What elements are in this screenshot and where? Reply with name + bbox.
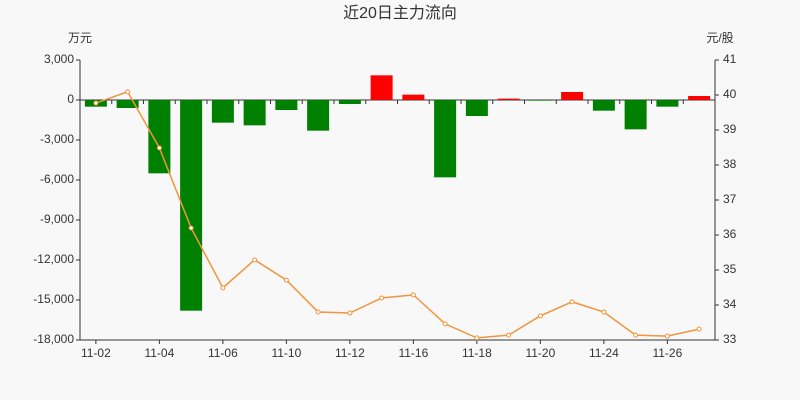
y-tick-label: -15,000 <box>33 292 74 306</box>
bar <box>465 100 488 116</box>
x-tick-label: 11-12 <box>335 346 365 360</box>
price-point <box>125 89 131 95</box>
bar <box>688 96 711 100</box>
bar <box>624 100 647 130</box>
bar <box>243 100 266 126</box>
price-line <box>95 90 700 339</box>
price-point <box>633 332 639 338</box>
bar <box>211 100 234 123</box>
y2-tick-label: 38 <box>723 157 737 171</box>
bar <box>497 98 520 100</box>
price-point <box>283 277 289 283</box>
price-point <box>664 333 670 339</box>
price-point <box>537 313 543 319</box>
x-tick-label: 11-18 <box>462 346 492 360</box>
x-tick-label: 11-24 <box>589 346 619 360</box>
y-tick-label: 3,000 <box>44 52 74 66</box>
price-point <box>506 332 512 338</box>
y2-tick-label: 41 <box>723 52 737 66</box>
bar <box>529 100 552 101</box>
x-tick-label: 11-20 <box>525 346 555 360</box>
price-point <box>696 326 702 332</box>
y2-tick-label: 35 <box>723 262 737 276</box>
x-tick-label: 11-04 <box>144 346 174 360</box>
y2-tick-label: 33 <box>723 332 737 346</box>
price-point <box>93 100 99 106</box>
y2-tick-label: 34 <box>723 297 737 311</box>
price-point <box>474 335 480 341</box>
bar <box>275 100 298 110</box>
y2-axis-label: 元/股 <box>706 31 733 45</box>
price-point <box>252 257 258 263</box>
price-point <box>220 285 226 291</box>
bar <box>148 100 171 174</box>
y2-tick-label: 40 <box>723 87 737 101</box>
x-tick-label: 11-26 <box>652 346 682 360</box>
price-point <box>569 299 575 305</box>
price-point <box>442 321 448 327</box>
bar <box>338 100 361 104</box>
x-tick-label: 11-16 <box>398 346 428 360</box>
price-point <box>315 309 321 315</box>
y-tick-label: -12,000 <box>33 252 74 266</box>
bar <box>307 100 330 131</box>
bar <box>434 100 457 178</box>
bar <box>592 100 615 111</box>
y-tick-label: -9,000 <box>40 212 74 226</box>
bar <box>402 94 425 100</box>
y2-tick-label: 37 <box>723 192 737 206</box>
y-tick-label: 0 <box>67 92 74 106</box>
y-tick-label: -6,000 <box>40 172 74 186</box>
price-point <box>188 225 194 231</box>
bar <box>656 100 679 107</box>
x-tick-label: 11-10 <box>271 346 301 360</box>
bar <box>370 75 393 100</box>
y-tick-label: -3,000 <box>40 132 74 146</box>
price-point <box>347 310 353 316</box>
price-point <box>379 295 385 301</box>
bar <box>180 100 203 311</box>
chart-title: 近20日主力流向 <box>343 4 457 22</box>
price-point <box>601 309 607 315</box>
price-point <box>410 292 416 298</box>
bar <box>116 100 139 108</box>
price-point <box>156 145 162 151</box>
x-tick-label: 11-02 <box>81 346 111 360</box>
y-axis-label: 万元 <box>68 31 92 45</box>
x-tick-label: 11-06 <box>208 346 238 360</box>
y-tick-label: -18,000 <box>33 332 74 346</box>
y2-tick-label: 39 <box>723 122 737 136</box>
y2-tick-label: 36 <box>723 227 737 241</box>
bar <box>561 92 584 100</box>
